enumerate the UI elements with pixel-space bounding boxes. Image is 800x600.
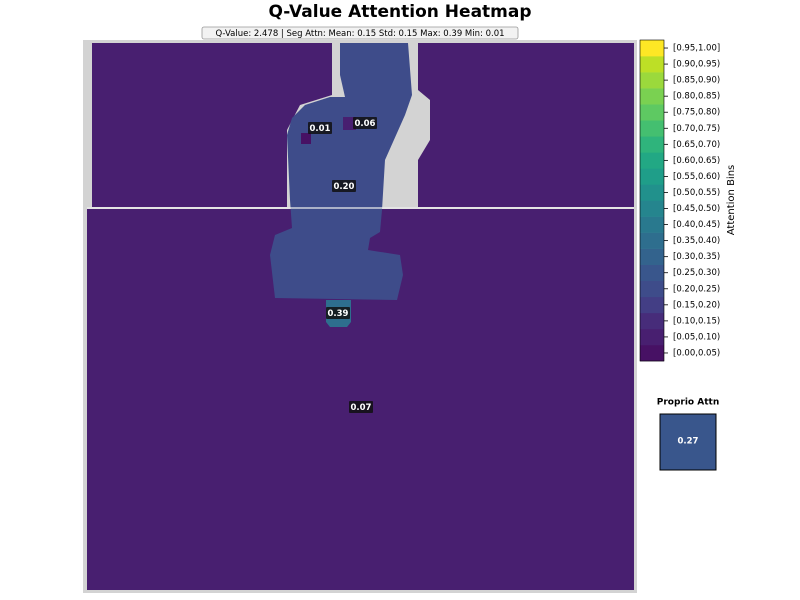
colorbar-tick-label: [0.15,0.20)	[673, 300, 720, 310]
segment	[301, 133, 311, 144]
colorbar-tick-label: [0.40,0.45)	[673, 220, 720, 230]
colorbar-bin	[640, 344, 664, 362]
colorbar-tick-label: [0.80,0.85)	[673, 92, 720, 102]
map: 0.07 0.20 0.01 0.06 0.39	[87, 43, 634, 590]
colorbar-bin	[640, 104, 664, 121]
colorbar-bin	[640, 312, 664, 330]
colorbar-tick-label: [0.20,0.25)	[673, 284, 720, 294]
proprio-title: Proprio Attn	[657, 398, 719, 408]
colorbar: [0.00,0.05) [0.05,0.10) [0.10,0.15) [0.15,0…	[639, 39, 720, 362]
segment-label: 0.06	[355, 119, 376, 129]
segment-label-box	[308, 122, 332, 134]
colorbar-label: Attention Bins	[726, 165, 737, 236]
colorbar-tick-label: [0.60,0.65)	[673, 156, 720, 166]
colorbar-bin	[640, 328, 664, 346]
colorbar-tick-label: [0.00,0.05)	[673, 348, 720, 358]
colorbar-tick-label: [0.35,0.40)	[673, 236, 720, 246]
segment	[270, 43, 412, 300]
subtitle-box	[201, 26, 519, 40]
colorbar-bin	[640, 264, 664, 282]
segment	[87, 43, 634, 590]
colorbar-tick-label: [0.10,0.15)	[673, 316, 720, 326]
colorbar-bin	[640, 296, 664, 314]
colorbar-tick-label: [0.95,1.00]	[673, 44, 720, 54]
colorbar-tick-label: [0.30,0.35)	[673, 252, 720, 262]
colorbar-bin	[640, 168, 664, 185]
colorbar-tick-label: [0.85,0.90)	[673, 76, 720, 86]
segment-label: 0.39	[328, 309, 349, 319]
colorbar-bin	[640, 200, 664, 217]
segment-label-box	[326, 307, 350, 319]
segment-label-box	[353, 117, 377, 129]
chart-title: Q-Value Attention Heatmap	[268, 2, 531, 22]
colorbar-tick-label: [0.65,0.70)	[673, 140, 720, 150]
segment-label: 0.20	[334, 182, 355, 192]
segment-label: 0.01	[310, 124, 331, 134]
segment	[343, 117, 356, 130]
proprio-value: 0.27	[678, 437, 699, 447]
colorbar-bin	[640, 216, 664, 233]
colorbar-bin	[640, 184, 664, 201]
chart-subtitle: Q-Value: 2.478 | Seg Attn: Mean: 0.15 St…	[215, 29, 504, 39]
colorbar-bin	[640, 40, 664, 57]
segment-label: 0.07	[351, 403, 372, 413]
colorbar-tick-label: [0.90,0.95)	[673, 60, 720, 70]
colorbar-bin	[640, 248, 664, 265]
colorbar-bin	[640, 152, 664, 169]
colorbar-bin	[640, 232, 664, 249]
colorbar-tick-label: [0.70,0.75)	[673, 124, 720, 134]
colorbar-bin	[640, 280, 664, 298]
colorbar-bin	[640, 136, 664, 153]
colorbar-tick-label: [0.75,0.80)	[673, 108, 720, 118]
colorbar-tick-label: [0.50,0.55)	[673, 188, 720, 198]
colorbar-bin	[640, 56, 664, 73]
colorbar-tick-label: [0.25,0.30)	[673, 268, 720, 278]
colorbar-tick-label: [0.55,0.60)	[673, 172, 720, 182]
colorbar-tick-label: [0.05,0.10)	[673, 332, 720, 342]
segment-label-box	[349, 401, 373, 413]
segment-label-box	[332, 180, 356, 192]
colorbar-bin	[640, 72, 664, 89]
proprio-cell	[659, 413, 717, 471]
colorbar-tick-label: [0.45,0.50)	[673, 204, 720, 214]
colorbar-bin	[640, 120, 664, 137]
colorbar-bin	[640, 88, 664, 105]
colorbar-frame	[639, 39, 665, 362]
